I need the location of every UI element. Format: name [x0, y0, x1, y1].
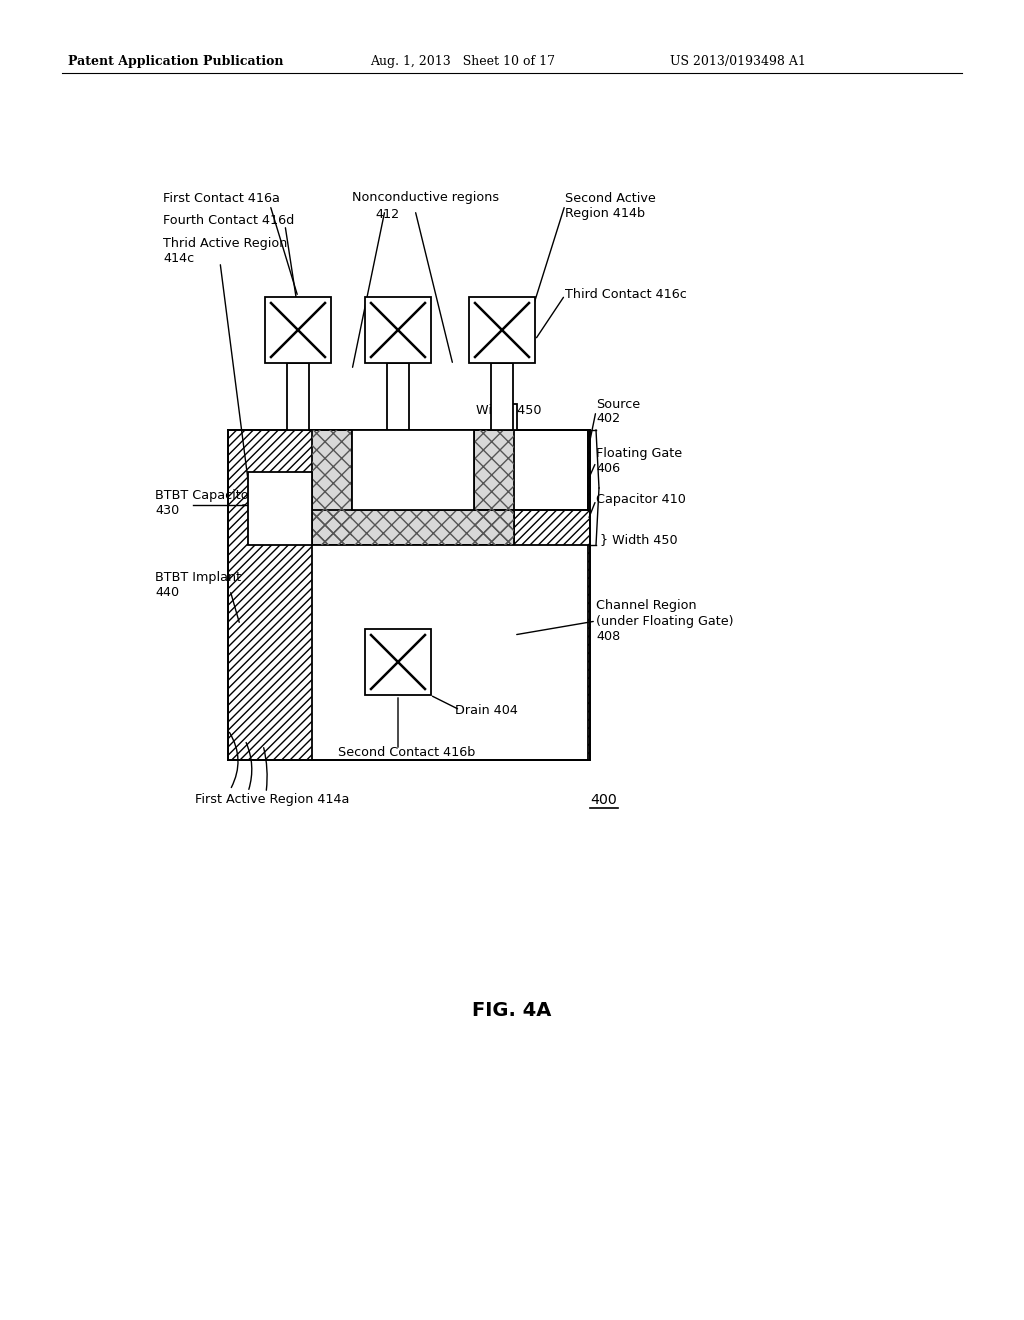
Text: } Width 450: } Width 450 [600, 533, 678, 546]
Text: First Contact 416a: First Contact 416a [163, 191, 280, 205]
Text: BTBT Capacitor: BTBT Capacitor [155, 490, 254, 503]
Text: 402: 402 [596, 412, 621, 425]
Text: (under Floating Gate): (under Floating Gate) [596, 615, 733, 627]
Bar [312, 430, 352, 545]
Bar [490, 363, 513, 430]
Text: Patent Application Publication: Patent Application Publication [68, 55, 284, 69]
Bar [312, 510, 514, 545]
Text: FIG. 4A: FIG. 4A [472, 1001, 552, 1019]
Bar [474, 430, 588, 510]
Bar [469, 297, 535, 363]
Text: Thrid Active Region: Thrid Active Region [163, 238, 288, 251]
Text: Fourth Contact 416d: Fourth Contact 416d [163, 214, 294, 227]
Text: Aug. 1, 2013   Sheet 10 of 17: Aug. 1, 2013 Sheet 10 of 17 [370, 55, 555, 69]
Text: 408: 408 [596, 630, 621, 643]
Text: 412: 412 [375, 207, 399, 220]
Bar [365, 297, 431, 363]
Bar [474, 430, 514, 545]
Text: BTBT Implant: BTBT Implant [155, 572, 241, 585]
Text: Region 414b: Region 414b [565, 206, 645, 219]
Text: 430: 430 [155, 504, 179, 517]
Bar [352, 430, 474, 510]
Bar [287, 363, 309, 430]
Bar [365, 630, 431, 696]
Text: 406: 406 [596, 462, 621, 475]
Bar [248, 473, 312, 545]
Text: Source: Source [596, 397, 640, 411]
Text: 400: 400 [590, 793, 616, 807]
Text: Nonconductive regions: Nonconductive regions [352, 191, 499, 205]
Text: Second Active: Second Active [565, 191, 655, 205]
Text: First Active Region 414a: First Active Region 414a [195, 793, 349, 807]
Bar [474, 430, 514, 545]
Bar [228, 430, 590, 760]
Bar [495, 404, 517, 430]
Text: Capacitor 410: Capacitor 410 [596, 494, 686, 507]
Bar [312, 430, 352, 545]
Bar [387, 363, 409, 430]
Text: Third Contact 416c: Third Contact 416c [565, 289, 687, 301]
Bar [312, 510, 514, 545]
Text: Second Contact 416b: Second Contact 416b [338, 746, 475, 759]
Text: Floating Gate: Floating Gate [596, 447, 682, 461]
Text: Channel Region: Channel Region [596, 599, 696, 612]
Bar [265, 297, 331, 363]
Text: US 2013/0193498 A1: US 2013/0193498 A1 [670, 55, 806, 69]
Text: Width 450: Width 450 [476, 404, 542, 417]
Text: 440: 440 [155, 586, 179, 599]
Bar [228, 430, 590, 760]
Bar [312, 545, 588, 760]
Text: 414c: 414c [163, 252, 195, 265]
Text: Drain 404: Drain 404 [455, 704, 518, 717]
